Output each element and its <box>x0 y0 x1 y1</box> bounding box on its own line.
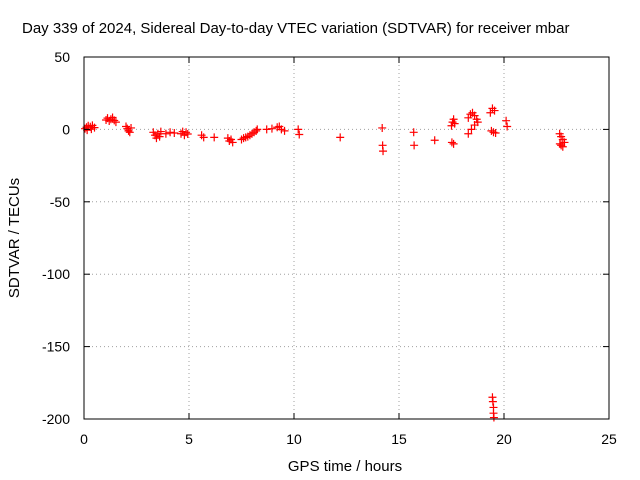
grid-layer <box>84 57 609 419</box>
points-layer <box>81 104 569 422</box>
data-point <box>449 139 458 148</box>
data-point <box>225 136 234 145</box>
data-point <box>467 125 476 134</box>
data-point <box>503 122 512 131</box>
data-point <box>295 130 304 139</box>
data-point <box>183 130 192 139</box>
data-point <box>127 123 136 132</box>
y-tick-label: -50 <box>50 194 70 210</box>
data-point <box>447 138 456 147</box>
data-point <box>336 133 345 142</box>
data-point <box>450 119 459 128</box>
data-point <box>473 118 482 127</box>
chart-title: Day 339 of 2024, Sidereal Day-to-day VTE… <box>22 20 569 37</box>
data-point <box>170 129 179 138</box>
data-point <box>178 127 187 136</box>
data-point <box>449 115 458 124</box>
data-point <box>253 125 262 134</box>
y-tick-label: -200 <box>42 411 70 427</box>
y-tick-label: 0 <box>62 121 70 137</box>
data-point <box>379 147 388 156</box>
data-point <box>110 116 119 125</box>
ticks-layer: 0 5 10 15 20 25 50 0 -50 -100 -150 -200 <box>42 49 617 447</box>
data-point <box>155 132 164 141</box>
data-point <box>182 128 191 137</box>
y-axis-title: SDTVAR / TECUs <box>6 178 23 298</box>
x-axis-title: GPS time / hours <box>288 458 402 475</box>
data-point <box>486 108 495 117</box>
x-tick-label: 0 <box>80 431 88 447</box>
data-point <box>111 118 120 127</box>
y-tick-label: -150 <box>42 339 70 355</box>
data-point <box>502 116 511 125</box>
x-tick-label: 10 <box>286 431 302 447</box>
x-tick-label: 20 <box>496 431 512 447</box>
data-point <box>252 126 261 135</box>
data-point <box>409 128 418 137</box>
data-point <box>228 138 237 147</box>
data-point <box>280 126 289 135</box>
data-point <box>166 128 175 137</box>
data-point <box>125 128 134 137</box>
y-tick-label: 50 <box>54 49 70 65</box>
data-point <box>430 136 439 145</box>
x-tick-label: 25 <box>601 431 617 447</box>
data-point <box>489 413 498 422</box>
data-point <box>378 123 387 132</box>
x-tick-label: 15 <box>391 431 407 447</box>
data-point <box>156 127 165 136</box>
data-point <box>199 133 208 142</box>
data-point <box>464 129 473 138</box>
data-point <box>210 133 219 142</box>
data-point <box>161 129 170 138</box>
data-point <box>106 115 115 124</box>
data-point <box>557 141 566 150</box>
data-point <box>267 124 276 133</box>
data-point <box>555 139 564 148</box>
y-tick-label: -100 <box>42 266 70 282</box>
data-point <box>262 125 271 134</box>
data-point <box>294 125 303 134</box>
data-point <box>410 141 419 150</box>
plot-frame <box>83 56 610 420</box>
data-point <box>488 397 497 406</box>
data-point <box>490 106 499 115</box>
x-tick-label: 5 <box>185 431 193 447</box>
data-point <box>491 129 500 138</box>
